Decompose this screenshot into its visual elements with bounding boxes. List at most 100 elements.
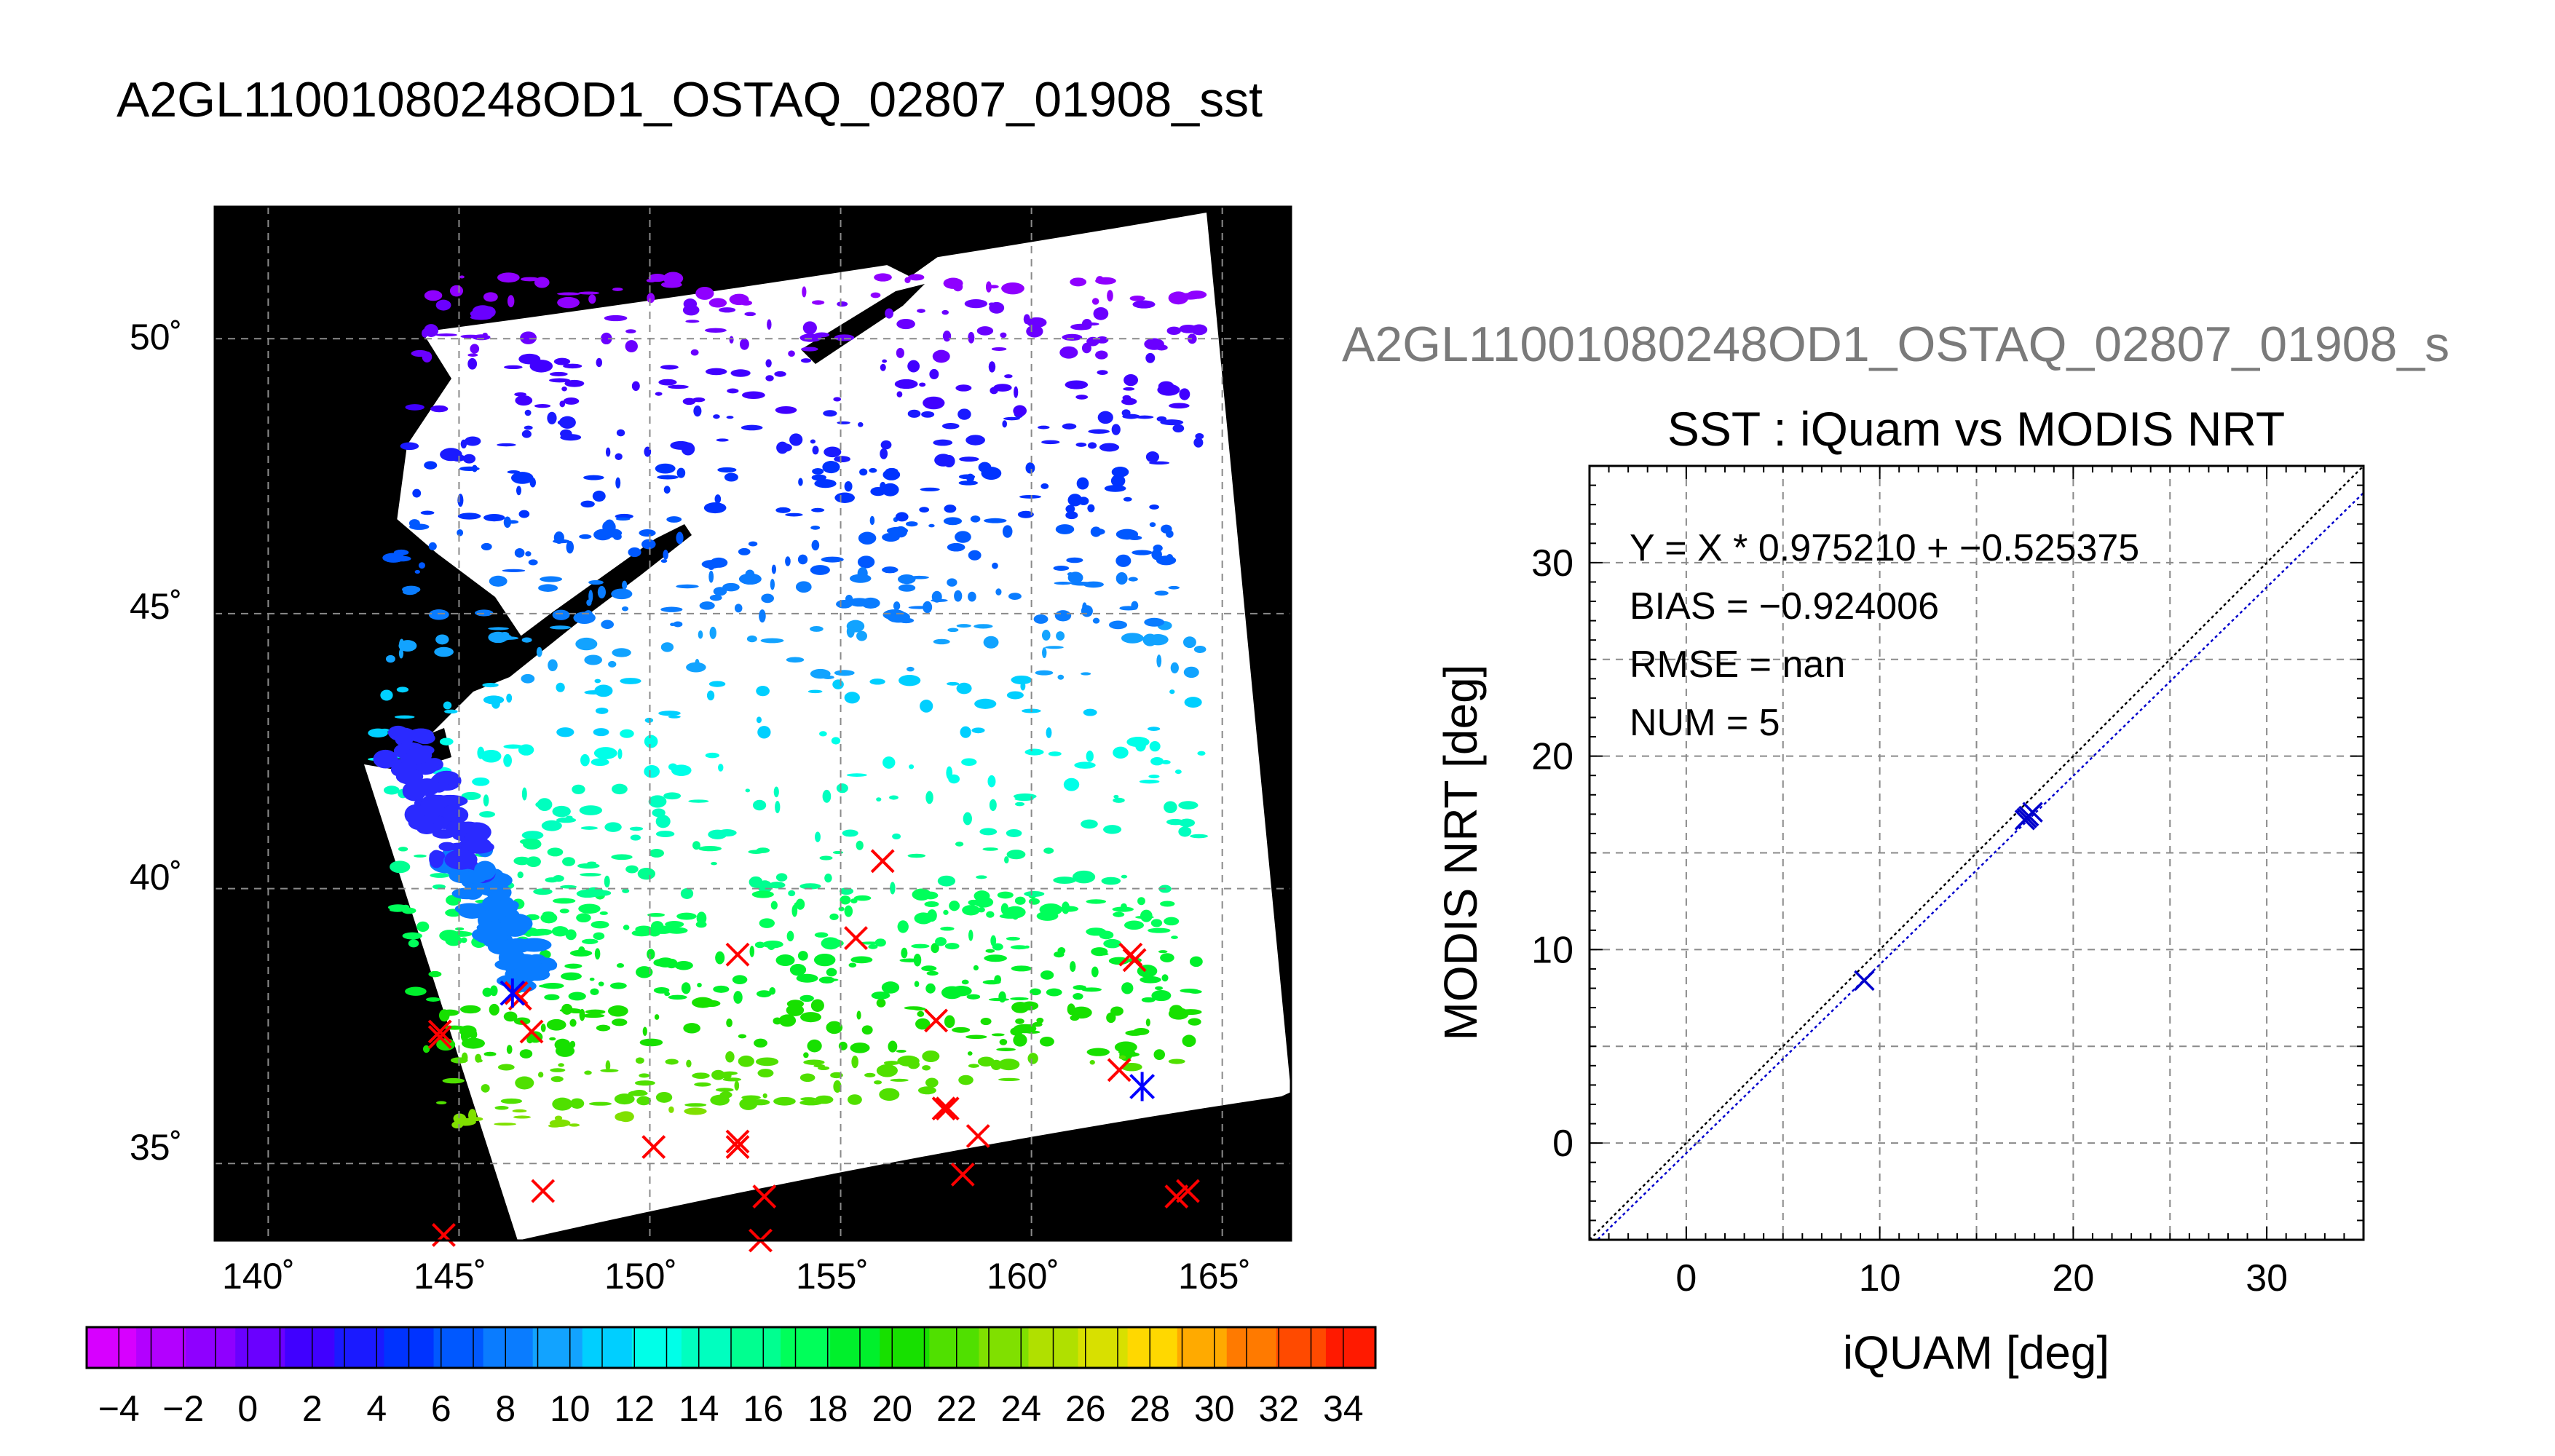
sst-pixel [620,678,641,684]
sst-pixel [608,660,617,668]
buoy-marker [427,1019,452,1044]
sst-pixel [615,517,631,521]
sst-pixel [598,981,604,986]
sst-pixel [876,998,886,1008]
sst-pixel [625,329,636,333]
sst-pixel [778,1014,797,1027]
sst-pixel [424,461,438,470]
sst-pixel [1099,930,1114,940]
sst-pixel [562,857,576,866]
sst-pixel [1132,300,1156,309]
colorbar-cell [532,1327,583,1368]
sst-pixel [929,368,939,380]
colorbar-label: 14 [679,1388,719,1429]
buoy-marker [531,1179,556,1203]
sst-pixel [648,273,666,282]
sst-pixel [1151,549,1162,561]
sst-pixel [759,918,775,928]
sst-pixel [734,1080,740,1091]
sst-pixel [475,609,494,617]
colorbar-label: 20 [872,1388,912,1429]
sst-pixel [795,581,812,593]
sst-pixel [1166,553,1174,562]
sst-pixel [837,421,850,424]
sst-pixel [548,659,558,672]
sst-pixel [893,601,901,611]
sst-pixel [623,925,630,930]
sst-pixel [655,1091,673,1103]
sst-pixel [1006,829,1022,837]
sst-pixel [856,840,864,850]
sst-pixel [876,797,882,802]
sst-pixel [515,1076,534,1090]
y-axis-label: MODIS NRT [deg] [1434,665,1487,1041]
sst-pixel [830,1072,843,1079]
buoy-marker [935,1096,960,1121]
sst-pixel [1170,662,1179,673]
buoy-marker [950,1162,975,1187]
sst-pixel [947,681,960,686]
sst-pixel [1093,306,1109,320]
sst-pixel [551,926,569,937]
sst-pixel [1026,325,1043,338]
sst-pixel [1027,1053,1038,1064]
sst-pixel [965,435,985,446]
sst-pixel [594,684,613,697]
sst-pixel [1140,909,1153,922]
sst-pixel [489,633,512,641]
sst-pixel [727,388,739,394]
sst-pixel [430,873,450,878]
sst-pixel [957,408,971,420]
sst-pixel [612,533,622,540]
sst-pixel [943,517,963,526]
sst-pixel [520,277,540,282]
sst-pixel [1042,647,1047,659]
sst-pixel [869,467,877,473]
sst-pixel [767,319,772,330]
sst-pixel [1081,319,1092,330]
sst-pixel [540,1024,546,1032]
sst-pixel [601,332,612,345]
sst-pixel [738,547,751,555]
scatter-chart: SST : iQuam vs MODIS NRT 0 10 20 300102030 … [1434,402,2365,1379]
sst-pixel [1091,966,1099,978]
sst-pixel [534,277,550,288]
sst-pixel [1137,897,1145,906]
sst-pixel [746,635,757,643]
sst-pixel [931,590,942,603]
sst-pixel [1065,505,1075,513]
sst-pixel [761,593,774,604]
lon-label: 150˚ [604,1256,677,1297]
sst-pixel [810,625,824,632]
sst-pixel [695,286,714,300]
sst-pixel [1062,423,1077,430]
sst-pixel [577,946,585,955]
sst-pixel [907,853,926,858]
sst-pixel [611,588,633,600]
sst-pixel [774,371,786,377]
colorbar-cell [1127,1327,1178,1368]
sst-pixel [587,861,597,866]
sst-pixel [595,707,609,714]
map-graticule [215,207,1291,1241]
sst-pixel [497,443,516,447]
sst-pixel [498,947,519,968]
sst-pixel [837,301,848,307]
sst-pixel [405,404,424,411]
sst-pixel [444,849,478,870]
sst-pixel [810,439,816,444]
sst-pixel [439,930,460,942]
sst-pixel [460,1029,475,1038]
sst-pixel [569,1123,580,1127]
sst-pixel [907,409,921,418]
sst-pixel [1024,945,1030,949]
sst-pixel [485,899,505,909]
sst-pixel [925,983,936,994]
sst-pixel [1002,525,1013,538]
sst-pixel [1008,593,1022,600]
sst-pixel [695,658,700,671]
sst-pixel [1149,504,1159,510]
sst-pixel [1190,324,1208,336]
sst-pixel [885,467,899,474]
sst-pixel [733,991,743,1004]
